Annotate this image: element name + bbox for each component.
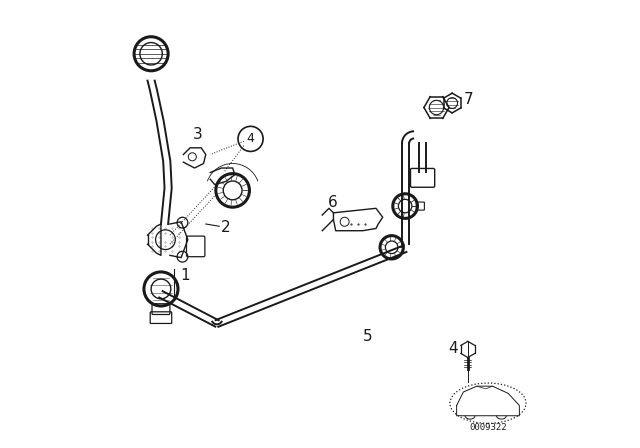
Text: 3: 3 (192, 127, 202, 142)
Text: 4: 4 (449, 341, 458, 356)
Text: 1: 1 (180, 268, 190, 283)
Text: 4: 4 (246, 132, 255, 146)
Text: 6: 6 (328, 195, 338, 210)
Text: 5: 5 (362, 328, 372, 344)
Text: 0009322: 0009322 (469, 423, 507, 432)
Text: 7: 7 (463, 92, 473, 107)
Text: 2: 2 (221, 220, 230, 235)
